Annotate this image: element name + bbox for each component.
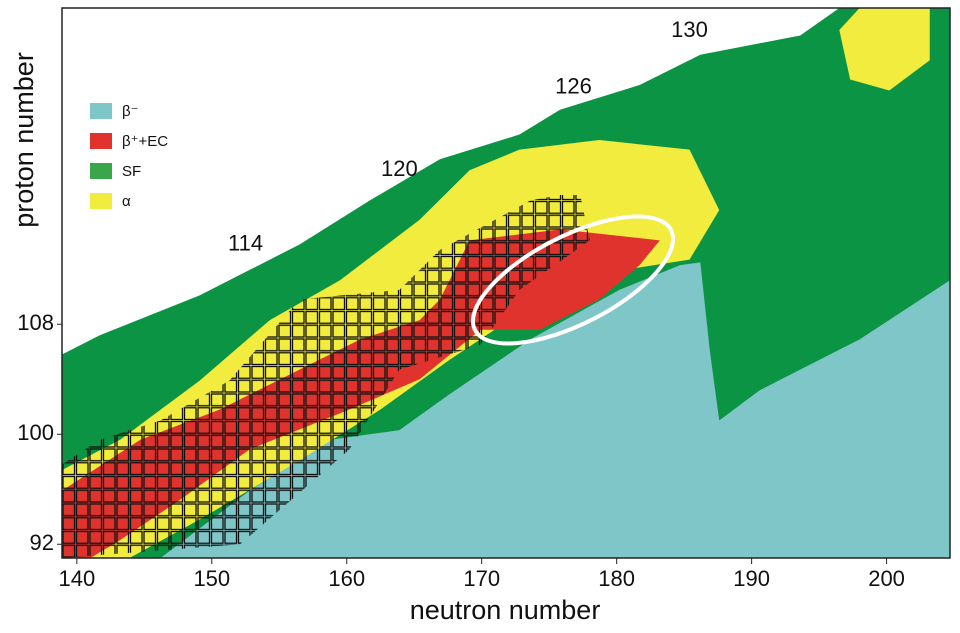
x-tick-label: 140 [58, 566, 95, 591]
highlight-ellipse [470, 214, 676, 346]
x-tick-label: 200 [868, 566, 905, 591]
plot-frame [61, 7, 951, 559]
magic-number-label: 114 [228, 230, 263, 255]
y-tick-label: 100 [17, 420, 54, 445]
y-tick-label: 108 [17, 310, 54, 335]
legend-label: β⁻ [122, 103, 139, 120]
known-nuclides [62, 195, 590, 558]
legend-swatch [90, 133, 112, 149]
x-tick-label: 170 [463, 566, 500, 591]
x-axis-label: neutron number [410, 595, 601, 625]
x-tick-label: 160 [328, 566, 365, 591]
region [839, 8, 930, 91]
y-axis-label: proton number [9, 52, 39, 228]
legend-label: SF [122, 163, 141, 180]
legend-swatch [90, 103, 112, 119]
magic-number-label: 126 [555, 74, 592, 99]
legend-swatch [90, 163, 112, 179]
magic-number-label: 120 [381, 156, 418, 181]
regions [62, 8, 950, 558]
x-tick-label: 180 [598, 566, 635, 591]
legend-label: β⁺+EC [122, 133, 168, 150]
magic-number-label: 130 [671, 17, 708, 42]
legend-label: α [122, 193, 131, 210]
legend-swatch [90, 193, 112, 209]
x-tick-label: 190 [733, 566, 770, 591]
y-tick-label: 92 [30, 530, 54, 555]
x-tick-label: 150 [193, 566, 230, 591]
region [160, 262, 950, 558]
